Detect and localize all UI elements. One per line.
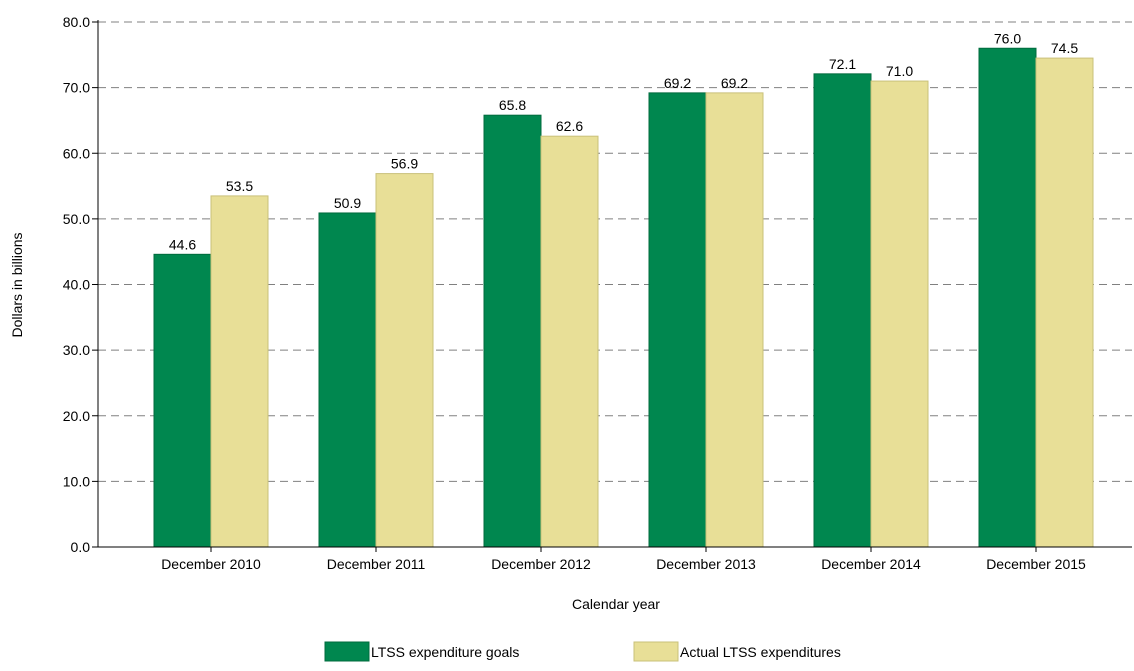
value-label-actual: 53.5 — [226, 178, 253, 194]
bar-actual — [705, 92, 764, 548]
x-tick-label: December 2012 — [491, 556, 591, 572]
x-axis-label: Calendar year — [572, 596, 660, 612]
y-axis-label: Dollars in billions — [9, 232, 25, 337]
bar-goal — [483, 114, 542, 548]
axes: 0.0 10.0 20.0 30.0 40.0 50.0 60.0 70.0 80.0 Decem… — [63, 14, 1132, 572]
bar-actual — [540, 135, 599, 548]
legend-swatch-actual — [633, 641, 679, 662]
y-tick-label: 80.0 — [63, 14, 90, 30]
bars — [153, 47, 1094, 548]
value-label-actual: 74.5 — [1051, 40, 1078, 56]
y-tick-label: 60.0 — [63, 145, 90, 161]
value-label-actual: 71.0 — [886, 63, 913, 79]
y-tick-label: 0.0 — [71, 539, 91, 555]
y-tick-label: 10.0 — [63, 473, 90, 489]
value-label-actual: 62.6 — [556, 118, 583, 134]
bar-actual — [375, 173, 434, 548]
y-tick-label: 50.0 — [63, 211, 90, 227]
value-label-actual: 69.2 — [721, 75, 748, 91]
value-label-actual: 56.9 — [391, 156, 418, 172]
bar-actual — [870, 80, 929, 548]
x-tick-label: December 2013 — [656, 556, 756, 572]
y-tick-label: 40.0 — [63, 277, 90, 293]
bar-goal — [978, 47, 1037, 548]
bar-goal — [153, 253, 212, 548]
y-tick-label: 20.0 — [63, 408, 90, 424]
value-labels: 44.6 53.5 50.9 56.9 65.8 62.6 69.2 69.2 72.1 71.0… — [169, 30, 1078, 252]
y-tick-label: 70.0 — [63, 80, 90, 96]
bar-goal — [813, 73, 872, 548]
value-label-goal: 50.9 — [334, 195, 361, 211]
value-label-goal: 65.8 — [499, 97, 526, 113]
y-tick-label: 30.0 — [63, 342, 90, 358]
value-label-goal: 76.0 — [994, 30, 1021, 46]
x-tick-label: December 2015 — [986, 556, 1086, 572]
bar-goal — [648, 92, 707, 548]
x-tick-label: December 2011 — [327, 556, 426, 572]
gridlines — [98, 21, 1132, 482]
value-label-goal: 44.6 — [169, 236, 196, 252]
bar-actual — [1035, 57, 1094, 548]
legend-label-actual: Actual LTSS expenditures — [680, 644, 841, 660]
value-label-goal: 72.1 — [829, 56, 856, 72]
bar-goal — [318, 212, 377, 548]
bar-actual — [210, 195, 269, 548]
legend: LTSS expenditure goals Actual LTSS expend… — [324, 641, 841, 662]
value-label-goal: 69.2 — [664, 75, 691, 91]
x-tick-label: December 2010 — [161, 556, 261, 572]
legend-swatch-goal — [324, 641, 370, 662]
legend-label-goal: LTSS expenditure goals — [371, 644, 519, 660]
x-tick-label: December 2014 — [821, 556, 921, 572]
